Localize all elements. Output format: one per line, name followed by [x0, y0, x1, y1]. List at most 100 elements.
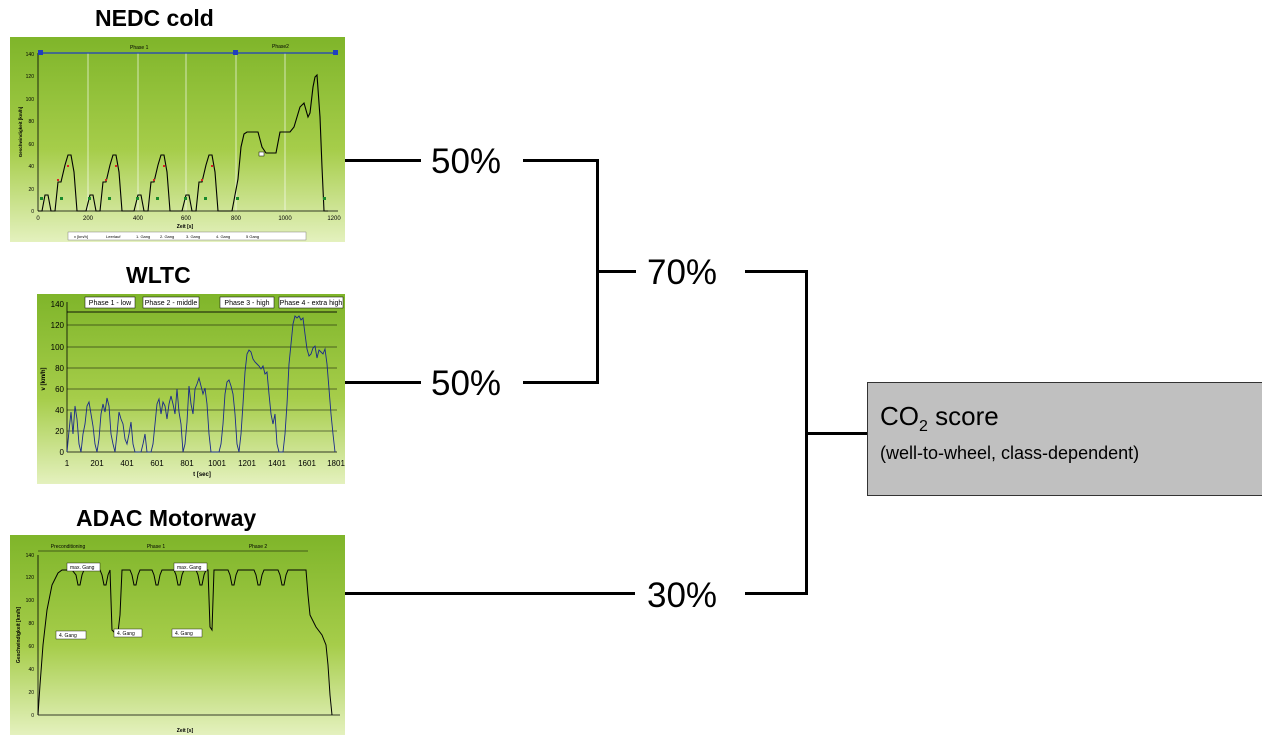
weight-wltc: 50%: [431, 364, 502, 403]
wltc-phase-1: Phase 1 - low: [89, 300, 132, 307]
connector-wltc-right: [523, 381, 598, 384]
svg-text:3. Gang: 3. Gang: [186, 234, 200, 239]
wltc-xlabel: t [sec]: [193, 472, 211, 478]
wltc-phase-3: Phase 3 - high: [224, 300, 269, 307]
wltc-chart-svg: Phase 1 - low Phase 2 - middle Phase 3 -…: [41, 296, 345, 478]
svg-text:120: 120: [51, 321, 65, 330]
adac-speed-trace: [37, 569, 333, 716]
svg-text:4. Gang: 4. Gang: [216, 234, 230, 239]
nedc-legend: [67, 231, 307, 241]
phase-1-label: Phase 1: [130, 45, 149, 51]
adac-ylabel: Geschwindigkeit [km/h]: [16, 607, 22, 663]
svg-text:401: 401: [120, 459, 134, 468]
svg-text:80: 80: [55, 364, 64, 373]
adac-phase-1: Phase 1: [147, 544, 166, 550]
nedc-title: NEDC cold: [95, 5, 214, 31]
svg-text:120: 120: [26, 74, 35, 80]
phase-2-label: Phase2: [272, 44, 289, 50]
svg-text:1000: 1000: [278, 216, 292, 222]
adac-label-1: max. Gang: [177, 565, 202, 571]
connector-adac-left: [345, 592, 635, 595]
wltc-title: WLTC: [126, 262, 191, 288]
adac-phase-0: Preconditioning: [51, 544, 86, 550]
co2-score-title: CO2 score: [880, 401, 999, 436]
adac-label-4: 4. Gang: [175, 631, 193, 637]
connector-nedc-right: [523, 159, 598, 162]
svg-text:5 Gang: 5 Gang: [246, 234, 259, 239]
svg-text:100: 100: [26, 598, 35, 604]
weight-adac: 30%: [647, 576, 718, 615]
adac-label-2: 4. Gang: [59, 633, 77, 639]
svg-text:60: 60: [28, 142, 34, 148]
svg-text:0: 0: [31, 713, 34, 719]
connector-to-co2: [805, 432, 867, 435]
svg-text:120: 120: [26, 575, 35, 581]
nedc-speed-trace: [38, 73, 328, 212]
svg-text:600: 600: [181, 216, 192, 222]
svg-text:201: 201: [90, 459, 104, 468]
adac-label-3: 4. Gang: [117, 631, 135, 637]
svg-text:60: 60: [28, 644, 34, 650]
svg-text:1201: 1201: [238, 459, 256, 468]
svg-text:1801: 1801: [327, 459, 345, 468]
svg-text:80: 80: [28, 119, 34, 125]
connector-adac-right: [745, 592, 807, 595]
svg-text:0: 0: [31, 209, 34, 215]
weight-nedc: 50%: [431, 142, 502, 181]
svg-text:400: 400: [133, 216, 144, 222]
connector-to-70: [596, 270, 636, 273]
svg-text:140: 140: [26, 52, 35, 58]
adac-chart-svg: Preconditioning Phase 1 Phase 2 max. Gan…: [16, 544, 340, 734]
svg-text:801: 801: [180, 459, 194, 468]
phase-marker: [333, 50, 338, 55]
svg-text:1401: 1401: [268, 459, 286, 468]
connector-nedc-left: [345, 159, 421, 162]
svg-text:60: 60: [55, 385, 64, 394]
phase-marker: [38, 50, 43, 55]
svg-text:v [km/h]: v [km/h]: [74, 234, 88, 239]
wltc-phase-2: Phase 2 - middle: [145, 300, 198, 307]
co2-score-box: CO2 score (well-to-wheel, class-dependen…: [867, 382, 1262, 496]
svg-text:601: 601: [150, 459, 164, 468]
svg-text:20: 20: [55, 427, 64, 436]
svg-text:40: 40: [28, 667, 34, 673]
svg-text:1601: 1601: [298, 459, 316, 468]
svg-text:1. Gang: 1. Gang: [136, 234, 150, 239]
svg-text:20: 20: [28, 187, 34, 193]
wltc-chart: Phase 1 - low Phase 2 - middle Phase 3 -…: [37, 294, 345, 484]
connector-wltc-left: [345, 381, 421, 384]
adac-label-0: max. Gang: [70, 565, 95, 571]
svg-text:20: 20: [28, 690, 34, 696]
svg-text:40: 40: [55, 406, 64, 415]
svg-text:140: 140: [51, 300, 65, 309]
weight-combined: 70%: [647, 253, 718, 292]
svg-text:100: 100: [51, 343, 65, 352]
svg-text:800: 800: [231, 216, 242, 222]
co2-score-note: (well-to-wheel, class-dependent): [880, 443, 1140, 463]
wltc-speed-trace: [66, 315, 336, 453]
adac-title: ADAC Motorway: [76, 505, 257, 531]
svg-text:100: 100: [26, 97, 35, 103]
wltc-ylabel: v [km/h]: [41, 367, 47, 390]
wltc-phase-4: Phase 4 - extra high: [280, 300, 343, 307]
phase-marker: [233, 50, 238, 55]
svg-text:0: 0: [60, 448, 65, 457]
svg-text:0: 0: [36, 216, 40, 222]
svg-text:200: 200: [83, 216, 94, 222]
svg-text:1001: 1001: [208, 459, 226, 468]
adac-chart: Preconditioning Phase 1 Phase 2 max. Gan…: [10, 535, 345, 735]
adac-phase-2: Phase 2: [249, 544, 268, 550]
nedc-chart-svg: Phase 1 Phase2 0 20 40 60 80 100 120: [18, 44, 341, 241]
svg-text:1200: 1200: [327, 216, 341, 222]
connector-from-70: [745, 270, 807, 273]
svg-text:1: 1: [65, 459, 70, 468]
nedc-ylabel: Geschwindigkeit [km/h]: [18, 106, 23, 157]
svg-text:40: 40: [28, 164, 34, 170]
svg-text:Leerlauf: Leerlauf: [106, 234, 121, 239]
nedc-xlabel: Zeit [s]: [177, 224, 194, 230]
svg-text:80: 80: [28, 621, 34, 627]
svg-text:2. Gang: 2. Gang: [160, 234, 174, 239]
adac-xlabel: Zeit [s]: [177, 728, 194, 734]
nedc-chart: Phase 1 Phase2 0 20 40 60 80 100 120: [10, 37, 345, 242]
svg-text:140: 140: [26, 553, 35, 559]
